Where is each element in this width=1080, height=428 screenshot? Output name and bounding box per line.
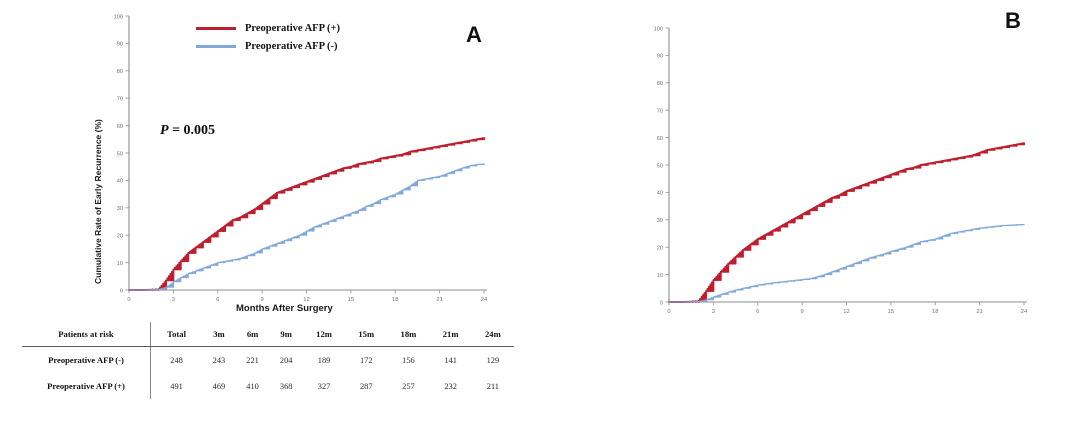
svg-text:3: 3 xyxy=(172,297,175,303)
svg-text:24: 24 xyxy=(1021,309,1028,315)
risk-cell: 287 xyxy=(359,381,373,391)
svg-text:12: 12 xyxy=(843,309,849,315)
risk-col-9m: 9m xyxy=(269,322,303,347)
risk-cell: 129 xyxy=(486,355,500,365)
y-axis-title-a: Cumulative Rate of Early Recurrence (%) xyxy=(93,119,103,284)
legend-swatch-red xyxy=(196,26,236,30)
risk-cell: 189 xyxy=(317,355,331,365)
svg-text:9: 9 xyxy=(801,309,804,315)
risk-col-15m: 15m xyxy=(345,322,388,347)
svg-text:50: 50 xyxy=(117,151,123,157)
svg-text:80: 80 xyxy=(657,81,663,87)
svg-text:50: 50 xyxy=(657,163,663,169)
svg-text:40: 40 xyxy=(657,191,663,197)
svg-text:21: 21 xyxy=(436,297,442,303)
svg-text:18: 18 xyxy=(392,297,398,303)
risk-cell: 248 xyxy=(170,355,183,365)
legend-swatch-blue xyxy=(196,44,236,48)
svg-text:15: 15 xyxy=(348,297,354,303)
svg-text:0: 0 xyxy=(660,300,663,306)
svg-text:60: 60 xyxy=(117,124,123,130)
risk-col-6m: 6m xyxy=(235,322,270,347)
risk-cell: 141 xyxy=(444,355,457,365)
risk-col-21m: 21m xyxy=(429,322,472,347)
svg-text:6: 6 xyxy=(756,309,759,315)
risk-col-24m: 24m xyxy=(471,322,514,347)
risk-cell: 410 xyxy=(246,381,259,391)
panel-letter-a: A xyxy=(466,22,482,47)
svg-text:30: 30 xyxy=(657,218,663,224)
svg-text:100: 100 xyxy=(114,14,123,20)
risk-cell: 156 xyxy=(402,355,415,365)
svg-text:0: 0 xyxy=(120,288,123,294)
risk-cell: 469 xyxy=(212,381,226,391)
risk-row-label-afp-positive: Preoperative AFP (+) xyxy=(22,373,151,399)
risk-table-a: Patients at risk Total 3m 6m 9m 12m 15m … xyxy=(22,322,514,399)
svg-text:0: 0 xyxy=(667,309,670,315)
risk-cell: 491 xyxy=(170,381,183,391)
svg-text:21: 21 xyxy=(976,309,982,315)
risk-cell: 257 xyxy=(402,381,415,391)
svg-text:10: 10 xyxy=(117,261,123,267)
risk-cell: 172 xyxy=(359,355,373,365)
svg-text:40: 40 xyxy=(117,179,123,185)
kaplan-meier-plot-a: 0 10 20 30 40 50 60 70 80 90 100 0 3 6 9 12 15 18 21 24 xyxy=(114,14,488,303)
legend-label-afp-positive: Preoperative AFP (+) xyxy=(245,22,341,34)
risk-cell: 327 xyxy=(317,381,331,391)
svg-text:10: 10 xyxy=(657,273,663,279)
panel-a: A 0 10 20 30 40 50 60 70 80 90 100 0 3 6 9 12 15 18 21 24 C… xyxy=(0,0,540,399)
table-row: Preoperative AFP (-) 248 243 221 204 189… xyxy=(22,346,514,373)
legend-item-afp-positive: Preoperative AFP (+) xyxy=(196,20,340,36)
risk-table-header-row-a: Patients at risk Total 3m 6m 9m 12m 15m … xyxy=(22,322,514,347)
svg-text:12: 12 xyxy=(303,297,309,303)
p-symbol-a: P xyxy=(160,123,169,138)
p-value-annotation-a: P = 0.005 xyxy=(160,123,215,139)
table-row: Preoperative AFP (+) 491 469 410 368 327… xyxy=(22,373,514,399)
svg-text:90: 90 xyxy=(117,42,123,48)
risk-col-12m: 12m xyxy=(302,322,346,347)
plot-area-a: 0 10 20 30 40 50 60 70 80 90 100 0 3 6 9 12 15 18 21 24 xyxy=(0,0,540,316)
svg-text:100: 100 xyxy=(654,26,663,32)
svg-text:15: 15 xyxy=(888,309,894,315)
risk-cell: 232 xyxy=(444,381,457,391)
svg-text:70: 70 xyxy=(117,97,123,103)
risk-cell: 211 xyxy=(486,381,499,391)
risk-col-total: Total xyxy=(150,322,203,347)
kaplan-meier-plot-b: 0 10 20 30 40 50 60 70 80 90 100 0 3 6 9 12 15 18 21 24 xyxy=(654,26,1028,315)
x-axis-title-a: Months After Surgery xyxy=(236,303,333,314)
svg-text:24: 24 xyxy=(481,297,488,303)
risk-cell: 243 xyxy=(212,355,226,365)
legend-label-afp-negative: Preoperative AFP (-) xyxy=(245,40,338,52)
svg-text:6: 6 xyxy=(216,297,219,303)
risk-cell: 221 xyxy=(246,355,259,365)
panel-letter-b: B xyxy=(1005,8,1021,33)
risk-row-label-afp-negative: Preoperative AFP (-) xyxy=(22,346,151,373)
legend-a: Preoperative AFP (+) Preoperative AFP (-… xyxy=(196,20,340,56)
svg-text:90: 90 xyxy=(657,54,663,60)
svg-text:70: 70 xyxy=(657,109,663,115)
risk-col-3m: 3m xyxy=(202,322,236,347)
plot-area-b: 0 10 20 30 40 50 60 70 80 90 100 0 3 6 9 12 15 18 21 24 xyxy=(540,12,1080,328)
risk-cell: 204 xyxy=(279,355,293,365)
risk-cell: 368 xyxy=(279,381,293,391)
risk-table-body-a: Preoperative AFP (-) 248 243 221 204 189… xyxy=(22,346,514,399)
risk-table-head-a: Patients at risk Total 3m 6m 9m 12m 15m … xyxy=(22,322,514,347)
svg-text:18: 18 xyxy=(932,309,938,315)
p-value-text-a: = 0.005 xyxy=(168,123,216,138)
svg-text:20: 20 xyxy=(657,246,663,252)
risk-table-corner-a: Patients at risk xyxy=(22,322,151,347)
svg-text:20: 20 xyxy=(117,234,123,240)
svg-text:0: 0 xyxy=(127,297,130,303)
risk-col-18m: 18m xyxy=(387,322,430,347)
svg-text:9: 9 xyxy=(261,297,264,303)
svg-text:60: 60 xyxy=(657,136,663,142)
svg-text:3: 3 xyxy=(712,309,715,315)
legend-item-afp-negative: Preoperative AFP (-) xyxy=(196,38,340,54)
svg-text:80: 80 xyxy=(117,69,123,75)
svg-text:30: 30 xyxy=(117,206,123,212)
